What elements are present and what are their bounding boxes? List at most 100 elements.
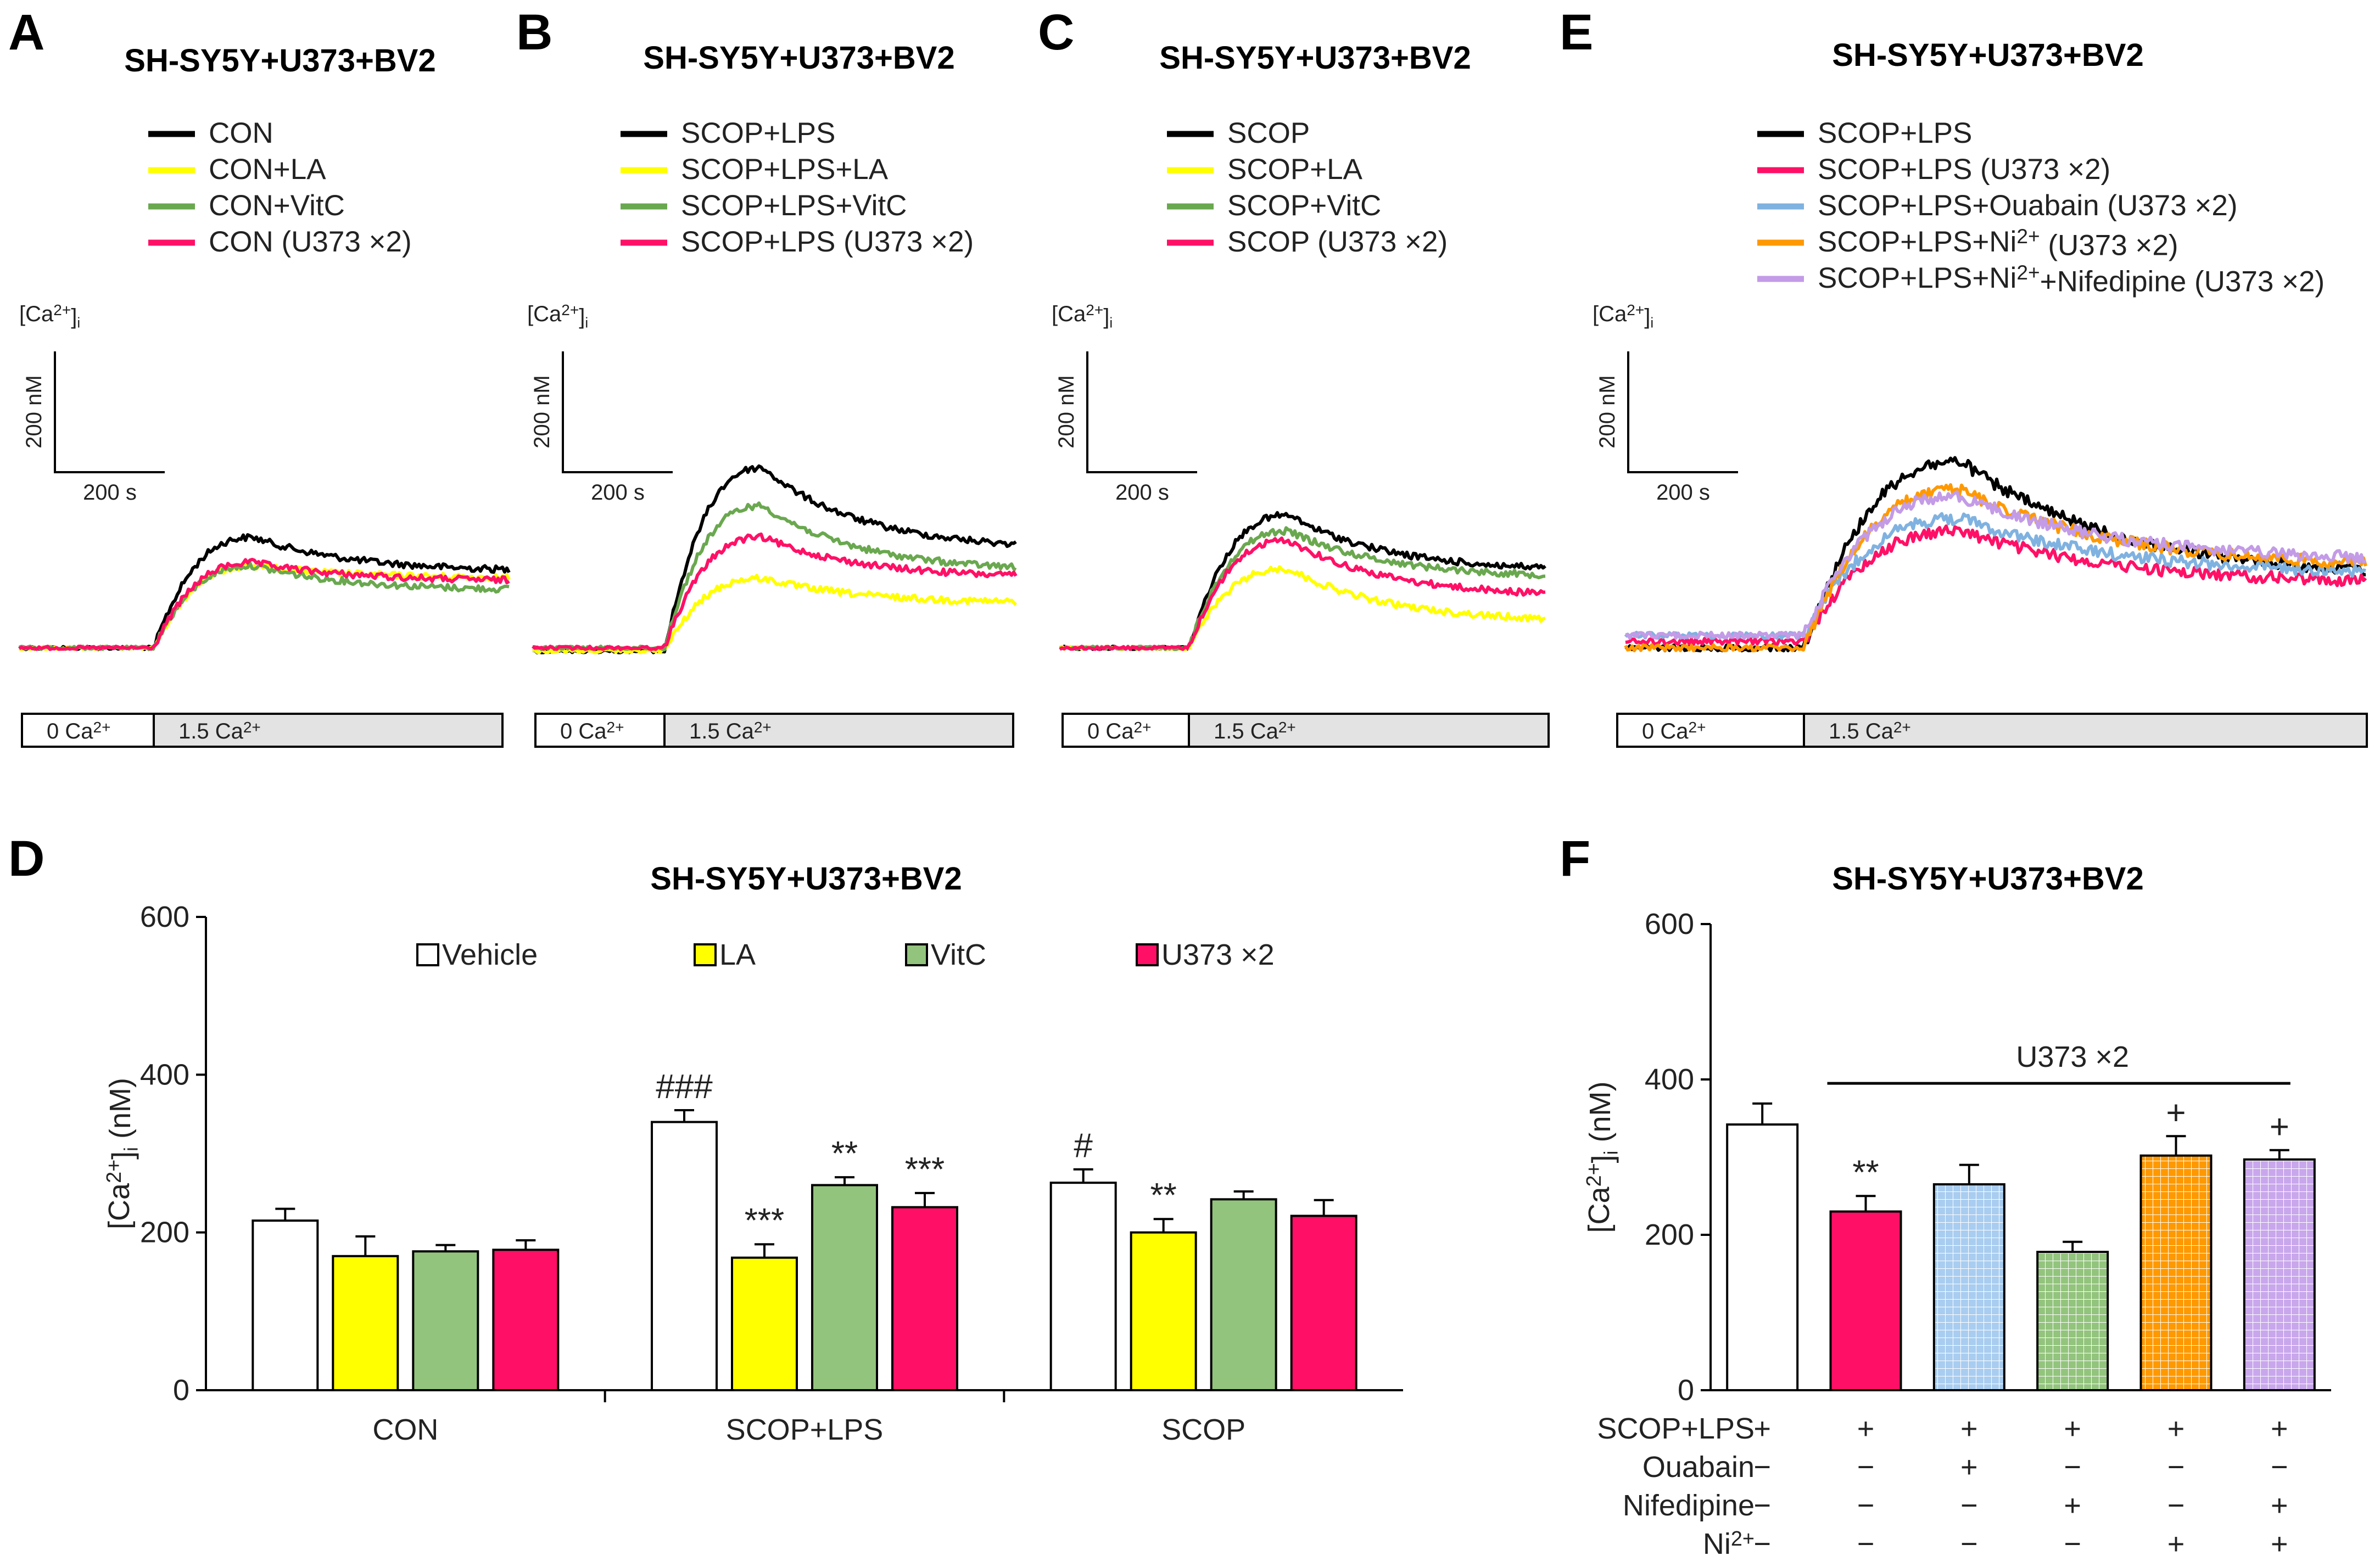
error-bar	[2269, 1149, 2289, 1160]
condition-mark: −	[1753, 1489, 1771, 1522]
scale-y-label: 200 nM	[22, 375, 46, 448]
panel-d-title: SH-SY5Y+U373+BV2	[650, 861, 962, 897]
zero-ca-bar	[21, 713, 155, 748]
scale-bar	[562, 351, 673, 473]
panel-e-traces: SCOP+LPS SCOP+LPS (U373 ×2)SCOP+LPS+Ouaba…	[1593, 117, 2368, 748]
bar	[332, 1255, 399, 1391]
zero-ca-bar	[1061, 713, 1190, 748]
legend-label: VitC	[931, 938, 986, 971]
bar	[1932, 1183, 2005, 1391]
legend-label: LA	[719, 938, 756, 971]
significance-mark: ###	[656, 1068, 713, 1106]
legend-swatch	[905, 943, 928, 966]
error-bar	[1752, 1102, 1773, 1125]
error-bar	[755, 1243, 774, 1258]
condition-mark: +	[2271, 1412, 2288, 1445]
condition-mark: +	[1960, 1412, 1978, 1445]
legend-label: SCOP+LPS+Ni2+​+Nifedipine (U373 ×2)	[1818, 261, 2325, 298]
y-tick-label: 400	[140, 1058, 189, 1091]
legend-label: CON+VitC	[209, 189, 345, 222]
panel-b-title: SH-SY5Y+U373+BV2	[643, 40, 954, 76]
condition-label: Ni2+​	[1703, 1527, 1755, 1560]
significance-mark: **	[831, 1135, 858, 1173]
condition-mark: +	[1753, 1412, 1771, 1445]
condition-mark: +	[1857, 1412, 1875, 1445]
zero-ca-label: 0 Ca2+​	[1642, 719, 1706, 743]
legend-label: SCOP+LPS (U373 ×2)	[681, 226, 974, 258]
condition-mark: +	[2167, 1527, 2185, 1560]
legend-label: SCOP	[1227, 117, 1310, 149]
legend-swatch	[416, 943, 439, 966]
scale-y-label: 200 nM	[1054, 375, 1079, 448]
legend-label: CON+LA	[209, 153, 326, 186]
legend-label: SCOP+VitC	[1227, 189, 1381, 222]
bar	[731, 1256, 798, 1391]
error-bar	[915, 1191, 935, 1207]
trace-line	[1059, 565, 1546, 651]
condition-mark: −	[2064, 1527, 2081, 1560]
significance-mark: #	[1074, 1127, 1093, 1165]
condition-mark: +	[2271, 1527, 2288, 1560]
panel-e-title: SH-SY5Y+U373+BV2	[1832, 37, 2143, 73]
error-bar	[2063, 1240, 2083, 1252]
error-bar	[516, 1239, 536, 1250]
legend-label: U373 ×2	[1161, 938, 1275, 971]
significance-mark: +	[2270, 1108, 2289, 1146]
panel-letter-b: B	[516, 4, 552, 60]
condition-mark: −	[1857, 1527, 1875, 1560]
bar	[651, 1121, 718, 1391]
legend-label: SCOP+LPS	[1818, 117, 1972, 149]
legend-label: SCOP+LPS	[681, 117, 835, 149]
condition-mark: −	[1857, 1489, 1875, 1522]
bar	[2036, 1251, 2109, 1391]
error-bar	[674, 1109, 694, 1122]
significance-mark: +	[2166, 1094, 2186, 1132]
legend-label: CON	[209, 117, 273, 149]
panel-letter-c: C	[1038, 4, 1074, 60]
y-axis-label: [Ca2+]i​ (nM)	[103, 1078, 142, 1229]
scale-bar	[1086, 351, 1197, 473]
significance-mark: **	[1150, 1177, 1177, 1215]
error-bar	[355, 1235, 376, 1256]
y-tick-label: 600	[1645, 908, 1694, 941]
trace-line	[18, 533, 511, 651]
y-tick-label: 0	[1678, 1374, 1694, 1407]
bar	[492, 1249, 560, 1392]
trace-line	[18, 557, 510, 651]
condition-mark: +	[2167, 1412, 2185, 1445]
trace-line	[1059, 526, 1546, 651]
trace-y-label: [Ca2+]i​	[527, 301, 588, 331]
condition-mark: +	[1960, 1451, 1978, 1484]
condition-mark: +	[2064, 1412, 2081, 1445]
error-bar	[435, 1244, 456, 1252]
condition-mark: −	[2167, 1451, 2185, 1484]
category-label: SCOP+LPS	[726, 1413, 884, 1446]
condition-label: Ouabain	[1642, 1451, 1755, 1484]
condition-mark: +	[2271, 1489, 2288, 1522]
high-ca-bar	[1188, 713, 1550, 748]
zero-ca-label: 0 Ca2+​	[1087, 719, 1151, 743]
zero-ca-label: 0 Ca2+​	[47, 719, 110, 743]
panel-c-title: SH-SY5Y+U373+BV2	[1159, 40, 1471, 76]
category-label: CON	[372, 1413, 438, 1446]
trace-line	[1625, 490, 2367, 640]
y-tick-label: 200	[140, 1216, 189, 1249]
category-label: SCOP	[1161, 1413, 1245, 1446]
panel-letter-f: F	[1560, 831, 1590, 887]
zero-ca-label: 0 Ca2+​	[560, 719, 624, 743]
condition-label: Nifedipine	[1623, 1489, 1755, 1522]
significance-mark: **	[1852, 1154, 1879, 1191]
high-ca-label: 1.5 Ca2+​	[1829, 719, 1911, 743]
bracket-label: U373 ×2	[2016, 1040, 2129, 1073]
legend-swatch	[1136, 943, 1159, 966]
y-tick-label: 0	[173, 1374, 189, 1407]
bar	[891, 1206, 958, 1392]
panel-f-title: SH-SY5Y+U373+BV2	[1832, 861, 2143, 897]
bar	[1726, 1123, 1799, 1392]
condition-mark: −	[2064, 1451, 2081, 1484]
legend-label: SCOP+LPS+VitC	[681, 189, 907, 222]
